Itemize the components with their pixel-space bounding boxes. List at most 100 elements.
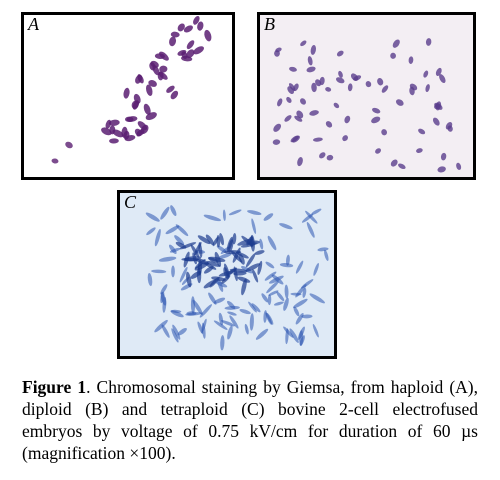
chromosome-blob: [273, 123, 282, 132]
chromosome-blob: [170, 31, 180, 38]
chromosome-blob: [267, 294, 272, 306]
chromosome-blob: [112, 129, 124, 138]
chromosome-blob: [134, 128, 142, 137]
chromosome-blob: [218, 312, 224, 326]
chromosome-blob: [186, 49, 195, 59]
chromosome-blob: [259, 238, 264, 250]
panel-label-b: B: [264, 14, 275, 34]
chromosome-blob: [215, 281, 228, 288]
chromosome-blob: [161, 324, 170, 338]
chromosome-blob: [317, 247, 329, 252]
chromosome-blob: [193, 46, 204, 55]
chromosome-blob: [277, 98, 283, 107]
chromosome-blob: [286, 96, 292, 103]
chromosome-blob: [251, 303, 261, 313]
chromosome-blob: [440, 152, 447, 161]
chromosome-blob: [197, 259, 202, 276]
chromosome-blob: [249, 313, 254, 331]
chromosome-blob: [232, 247, 241, 263]
chromosome-blob: [170, 90, 179, 100]
chromosome-blob: [310, 44, 316, 55]
chromosome-blob: [218, 253, 232, 259]
chromosome-blob: [336, 50, 344, 57]
chromosome-blob: [287, 86, 295, 94]
chromosome-blob: [160, 284, 168, 295]
chromosome-blob: [365, 81, 372, 88]
chromosome-blob: [213, 297, 226, 304]
chromosome-blob: [257, 260, 263, 275]
chromosome-blob: [147, 273, 153, 287]
chromosome-blob: [290, 292, 302, 296]
chromosome-blob: [418, 128, 426, 135]
micrograph-panel-b: B: [257, 12, 476, 180]
chromosome-blob: [216, 234, 221, 248]
chromosome-blob: [300, 279, 314, 289]
chromosome-blob: [174, 235, 185, 246]
chromosome-blob: [295, 313, 304, 325]
chromosome-blob: [194, 241, 202, 256]
panel-label-c: C: [124, 192, 137, 212]
chromosome-blob: [325, 121, 333, 128]
chromosome-blob: [186, 271, 192, 288]
chromosome-blob: [375, 148, 381, 154]
chromosome-blob: [439, 74, 446, 84]
chromosome-blob: [300, 98, 306, 105]
chromosome-blob: [309, 110, 319, 116]
chromosome-blob: [272, 139, 281, 145]
tetraploid-chromosome-image: [120, 193, 334, 356]
chromosome-blob: [338, 70, 343, 78]
chromosome-blob: [183, 25, 194, 33]
chromosome-blob: [435, 101, 442, 111]
chromosome-blob: [165, 225, 180, 235]
chromosome-blob: [295, 260, 304, 274]
chromosome-blob: [301, 314, 313, 319]
chromosome-blob: [279, 223, 293, 230]
chromosome-blob: [294, 115, 303, 122]
chromosome-blob: [170, 205, 177, 217]
chromosome-blob: [284, 284, 289, 299]
chromosome-blob: [265, 261, 275, 269]
chromosome-blob: [228, 209, 242, 216]
chromosome-blob: [237, 276, 251, 283]
chromosome-blob: [408, 56, 414, 64]
chromosome-blob: [245, 263, 261, 272]
chromosome-blob: [289, 66, 297, 72]
chromosome-blob: [283, 297, 289, 311]
chromosome-blob: [177, 23, 185, 32]
chromosome-blob: [261, 293, 269, 303]
chromosome-blob: [447, 125, 453, 132]
chromosome-blob: [224, 305, 240, 310]
chromosome-blob: [101, 127, 112, 136]
chromosome-blob: [288, 83, 296, 91]
chromosome-blob: [124, 116, 134, 122]
chromosome-blob: [409, 86, 415, 96]
chromosome-blob: [311, 208, 322, 215]
chromosome-blob: [239, 309, 251, 315]
chromosome-blob: [285, 328, 289, 345]
chromosome-blob: [205, 234, 215, 246]
chromosome-blob: [432, 117, 440, 126]
chromosome-blob: [300, 40, 307, 47]
chromosome-blob: [201, 322, 206, 339]
chromosome-blob: [309, 293, 325, 304]
micrograph-panel-a: A: [21, 12, 235, 180]
chromosome-blob: [245, 253, 256, 268]
chromosome-blob: [216, 245, 227, 253]
chromosome-blob: [108, 119, 120, 126]
chromosome-blob: [158, 71, 168, 80]
chromosome-blob: [392, 39, 400, 48]
chromosome-blob: [319, 76, 325, 86]
chromosome-blob: [169, 36, 177, 47]
chromosome-blob: [232, 233, 237, 245]
chromosome-blob: [169, 247, 181, 253]
chromosome-blob: [177, 49, 187, 56]
chromosome-blob: [203, 214, 221, 222]
chromosome-blob: [186, 311, 197, 316]
chromosome-blob: [306, 66, 316, 73]
chromosome-blob: [160, 206, 170, 220]
figure-caption: Figure 1. Chromosomal staining by Giemsa…: [22, 376, 478, 464]
caption-text: . Chromosomal staining by Giemsa, from h…: [22, 377, 478, 463]
figure-label: Figure 1: [22, 377, 87, 397]
chromosome-blob: [325, 87, 332, 92]
chromosome-blob: [398, 163, 406, 170]
